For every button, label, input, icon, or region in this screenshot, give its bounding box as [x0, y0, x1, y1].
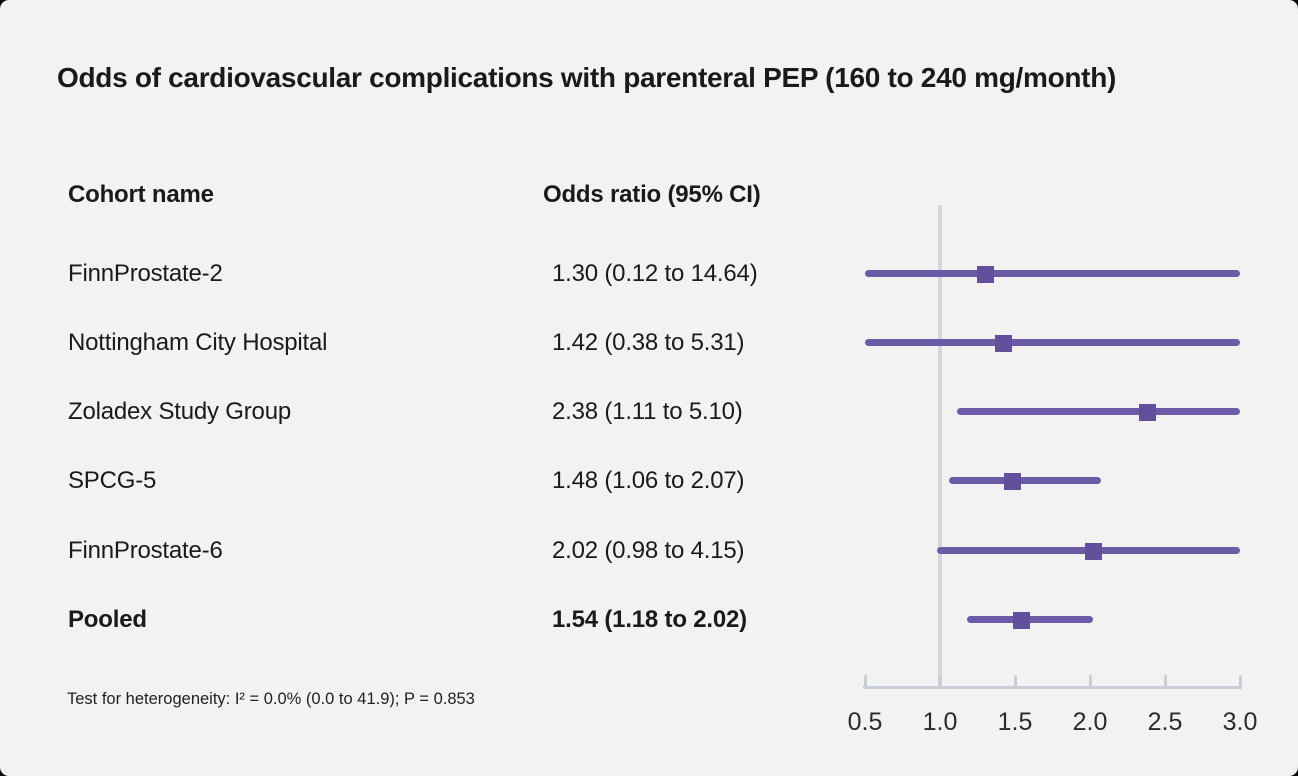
cohort-name: SPCG-5	[68, 467, 157, 494]
cohort-name: Pooled	[68, 606, 147, 633]
ci-line	[865, 270, 1240, 277]
x-axis-tick-label: 1.5	[997, 708, 1033, 736]
cohort-name: Nottingham City Hospital	[68, 329, 328, 356]
reference-line	[938, 205, 942, 689]
x-axis-tick	[1088, 675, 1092, 689]
odds-ratio-value: 1.30 (0.12 to 14.64)	[552, 260, 758, 287]
or-marker	[1138, 403, 1156, 421]
heterogeneity-footnote: Test for heterogeneity: I² = 0.0% (0.0 t…	[67, 690, 475, 708]
x-axis-tick	[1238, 675, 1242, 689]
odds-ratio-value: 1.48 (1.06 to 2.07)	[552, 467, 745, 494]
x-axis-tick-label: 3.0	[1222, 708, 1258, 736]
x-axis-tick-label: 1.0	[922, 708, 958, 736]
x-axis-tick	[1163, 675, 1167, 689]
or-marker	[1084, 542, 1102, 560]
x-axis-tick	[938, 675, 942, 689]
cohort-name: FinnProstate-6	[68, 537, 223, 564]
ci-line	[865, 339, 1240, 346]
cohort-name: Zoladex Study Group	[68, 398, 291, 425]
column-header-odds-ratio: Odds ratio (95% CI)	[543, 181, 761, 208]
ci-line	[967, 616, 1093, 623]
or-marker	[994, 334, 1012, 352]
x-axis-tick-label: 0.5	[847, 708, 883, 736]
x-axis-tick	[863, 675, 867, 689]
chart-title: Odds of cardiovascular complications wit…	[57, 62, 1117, 93]
or-marker	[1003, 472, 1021, 490]
x-axis-tick-label: 2.5	[1147, 708, 1183, 736]
cohort-name: FinnProstate-2	[68, 260, 223, 287]
odds-ratio-value: 1.54 (1.18 to 2.02)	[552, 606, 747, 633]
ci-line	[956, 408, 1240, 415]
odds-ratio-value: 2.02 (0.98 to 4.15)	[552, 537, 745, 564]
column-header-cohort: Cohort name	[68, 181, 214, 208]
or-marker	[1012, 611, 1030, 629]
odds-ratio-value: 2.38 (1.11 to 5.10)	[552, 398, 743, 425]
x-axis-tick-label: 2.0	[1072, 708, 1108, 736]
or-marker	[976, 265, 994, 283]
x-axis-tick	[1013, 675, 1017, 689]
x-axis-line	[863, 686, 1242, 689]
odds-ratio-value: 1.42 (0.38 to 5.31)	[552, 329, 745, 356]
ci-line	[949, 477, 1101, 484]
